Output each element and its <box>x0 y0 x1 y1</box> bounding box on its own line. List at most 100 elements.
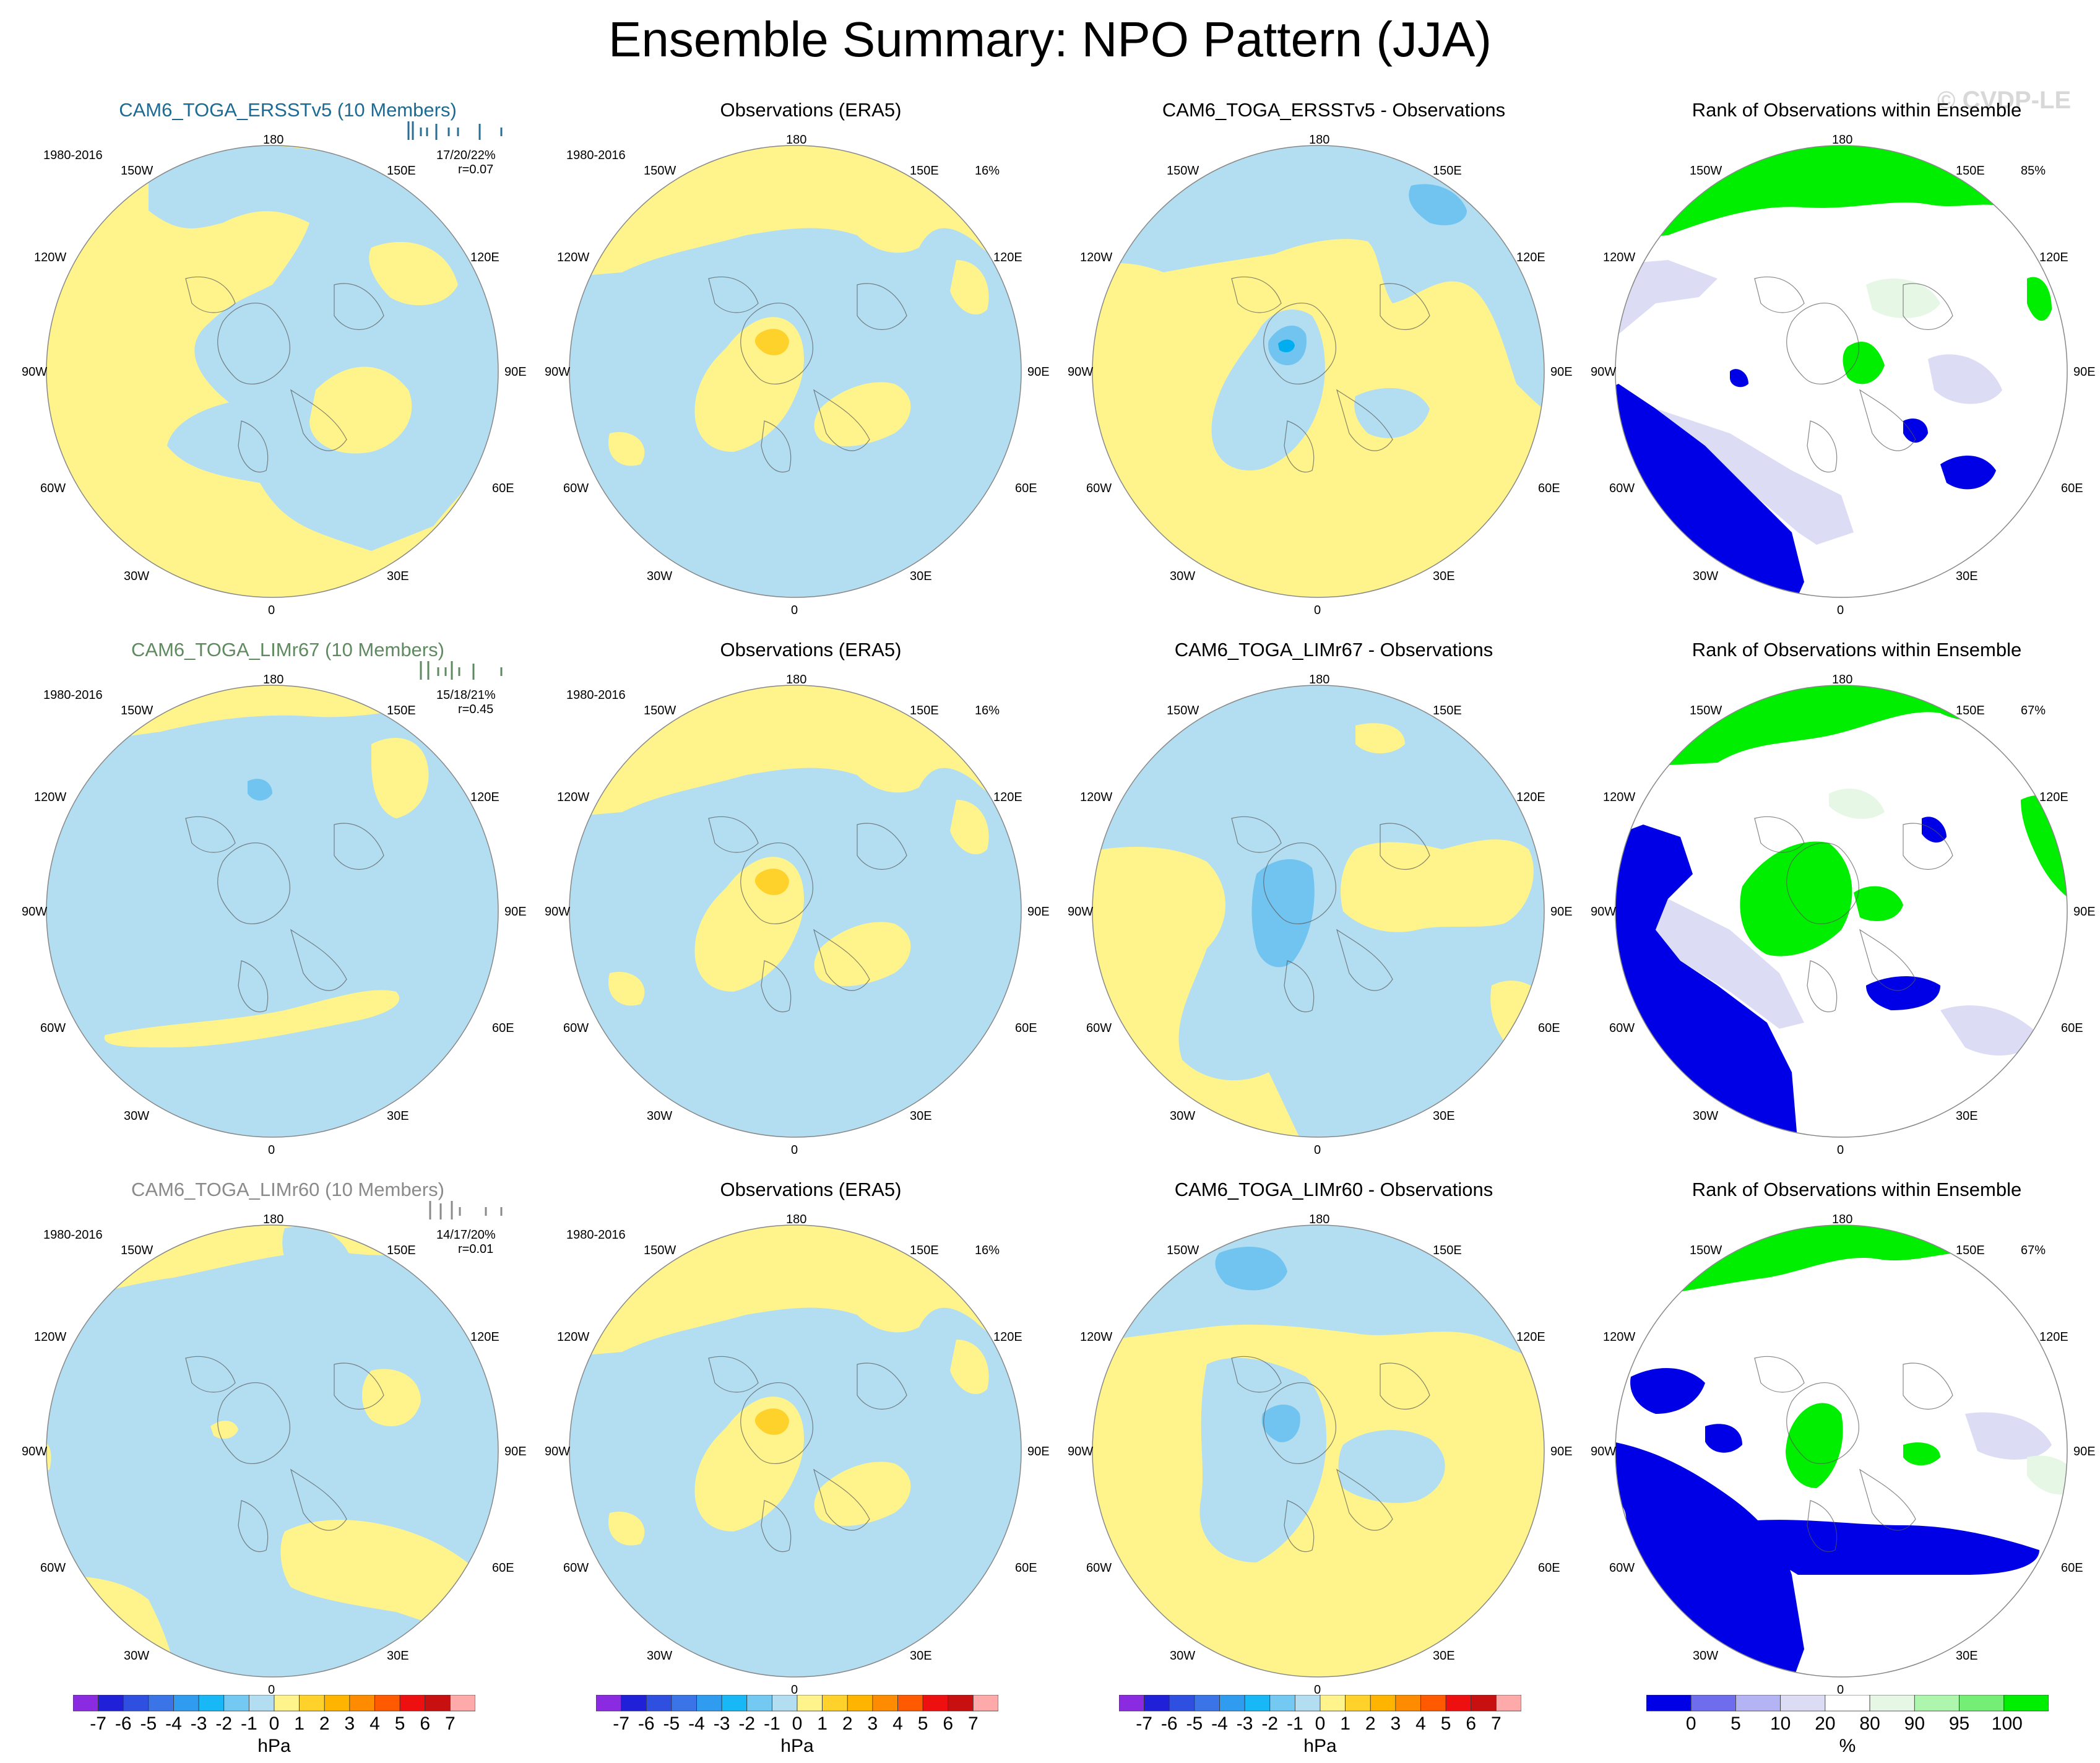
lon-label-120w: 120W <box>1603 1330 1636 1344</box>
lon-label-90e: 90E <box>2073 905 2096 919</box>
colorbar-tick-label: -4 <box>165 1713 182 1734</box>
panel-diff-row3: CAM6_TOGA_LIMr60 - Observations 180 150W… <box>1068 1179 1597 1717</box>
colorbar-swatch <box>123 1695 149 1712</box>
lon-label-120w: 120W <box>34 791 67 804</box>
colorbar-tick-label: 5 <box>1731 1713 1741 1734</box>
colorbar-tick-label: -4 <box>1211 1713 1228 1734</box>
panel-diff-row2: CAM6_TOGA_LIMr67 - Observations 180 150W… <box>1068 639 1597 1177</box>
lon-label-0: 0 <box>791 604 798 617</box>
lon-label-30e: 30E <box>910 570 932 583</box>
colorbar-swatch <box>1219 1695 1245 1712</box>
lon-label-90e: 90E <box>2073 365 2096 379</box>
lon-label-60e: 60E <box>1538 1561 1560 1575</box>
lon-label-180: 180 <box>786 133 807 147</box>
colorbar-swatch <box>198 1695 225 1712</box>
lon-label-120w: 120W <box>34 251 67 264</box>
colorbar-swatch <box>897 1695 923 1712</box>
colorbar-tick-label: 7 <box>1491 1713 1502 1734</box>
lon-label-120e: 120E <box>993 791 1022 804</box>
colorbar-swatches <box>1646 1695 2049 1712</box>
colorbar-swatch <box>696 1695 722 1712</box>
lon-label-0: 0 <box>1837 1683 1844 1697</box>
lon-label-150w: 150W <box>1690 164 1722 178</box>
colorbar-swatch <box>1320 1695 1346 1712</box>
lon-label-90e: 90E <box>1027 1445 1050 1458</box>
lon-label-120e: 120E <box>470 251 499 264</box>
colorbar-swatch <box>671 1695 697 1712</box>
colorbar-swatch <box>449 1695 475 1712</box>
colorbar-swatch <box>1735 1695 1781 1712</box>
colorbar-tick-label: -5 <box>140 1713 157 1734</box>
watermark: © CVDP-LE <box>1937 87 2072 114</box>
lon-label-120w: 120W <box>1603 251 1636 264</box>
lon-label-120w: 120W <box>34 1330 67 1344</box>
colorbar-tick-label: 5 <box>1440 1713 1451 1734</box>
stat-pct: 15/18/21% <box>436 688 496 702</box>
lon-label-120e: 120E <box>470 791 499 804</box>
colorbar-tick-label: 0 <box>1315 1713 1326 1734</box>
panel-title: Observations (ERA5) <box>720 639 902 661</box>
colorbar-tick-label: 0 <box>1685 1713 1696 1734</box>
lon-label-180: 180 <box>263 673 284 687</box>
lon-label-30w: 30W <box>1170 1109 1196 1123</box>
polar-map <box>569 145 1022 598</box>
panel-obs-row2: Observations (ERA5) 1980-2016 16% 180 15… <box>545 639 1074 1177</box>
lon-label-180: 180 <box>786 673 807 687</box>
colorbar-hpa-3: -7 -6 -5 -4 -3 -2 -1 0 1 2 3 4 5 6 7 hPa <box>1119 1695 1521 1763</box>
polar-map <box>1615 1224 2068 1678</box>
lon-label-30e: 30E <box>387 1649 409 1663</box>
lon-label-90e: 90E <box>1550 905 1573 919</box>
lon-label-150e: 150E <box>910 704 939 717</box>
panel-title: CAM6_TOGA_ERSSTv5 - Observations <box>1162 99 1506 121</box>
colorbar-swatch <box>646 1695 672 1712</box>
lon-label-90w: 90W <box>545 905 571 919</box>
colorbar-swatch <box>746 1695 772 1712</box>
colorbar-tick-label: 1 <box>817 1713 827 1734</box>
period-label: 1980-2016 <box>43 688 103 702</box>
lon-label-0: 0 <box>791 1143 798 1157</box>
colorbar-tick-label: -4 <box>688 1713 705 1734</box>
lon-label-60e: 60E <box>2061 1021 2083 1035</box>
colorbar-swatch <box>1420 1695 1446 1712</box>
colorbar-unit: % <box>1839 1736 1856 1756</box>
lon-label-120e: 120E <box>1516 251 1545 264</box>
lon-label-60e: 60E <box>1538 1021 1560 1035</box>
lon-label-120e: 120E <box>470 1330 499 1344</box>
lon-label-90w: 90W <box>1591 905 1617 919</box>
colorbar-tick-label: 1 <box>1340 1713 1350 1734</box>
lon-label-60w: 60W <box>1086 482 1112 495</box>
lon-label-180: 180 <box>1832 673 1853 687</box>
colorbar-tick-label: 0 <box>269 1713 280 1734</box>
panel-model-row1: CAM6_TOGA_ERSSTv5 (10 Members) 1980-2016… <box>22 99 551 638</box>
colorbar-tick-label: 90 <box>1904 1713 1925 1734</box>
lon-label-120w: 120W <box>1080 251 1113 264</box>
colorbar-tick-label: -3 <box>1236 1713 1253 1734</box>
colorbar-tick-label: 3 <box>1390 1713 1401 1734</box>
lon-label-30e: 30E <box>1956 570 1978 583</box>
colorbar-swatch <box>173 1695 199 1712</box>
lon-label-30e: 30E <box>1433 1649 1455 1663</box>
colorbar-swatch <box>972 1695 998 1712</box>
lon-label-90e: 90E <box>2073 1445 2096 1458</box>
lon-label-120e: 120E <box>2039 1330 2068 1344</box>
lon-label-120w: 120W <box>1080 1330 1113 1344</box>
colorbar-swatch <box>822 1695 848 1712</box>
lon-label-30w: 30W <box>124 1109 150 1123</box>
pct-label: 16% <box>975 704 1000 717</box>
colorbar-hpa-2: -7 -6 -5 -4 -3 -2 -1 0 1 2 3 4 5 6 7 hPa <box>596 1695 998 1763</box>
lon-label-180: 180 <box>1309 1213 1330 1226</box>
polar-map <box>1615 145 2068 598</box>
colorbar-swatch <box>374 1695 400 1712</box>
lon-label-0: 0 <box>268 1143 275 1157</box>
colorbar-swatch <box>73 1695 99 1712</box>
lon-label-90e: 90E <box>504 905 527 919</box>
lon-label-150e: 150E <box>1956 1244 1985 1257</box>
panel-diff-row1: CAM6_TOGA_ERSSTv5 - Observations 180 150… <box>1068 99 1597 638</box>
lon-label-180: 180 <box>1832 133 1853 147</box>
colorbar-swatch <box>223 1695 249 1712</box>
figure-title: Ensemble Summary: NPO Pattern (JJA) <box>608 12 1492 67</box>
colorbar-tick-label: -2 <box>738 1713 756 1734</box>
lon-label-90e: 90E <box>1550 365 1573 379</box>
colorbar-tick-label: 6 <box>420 1713 431 1734</box>
colorbar-tick-label: 5 <box>917 1713 928 1734</box>
